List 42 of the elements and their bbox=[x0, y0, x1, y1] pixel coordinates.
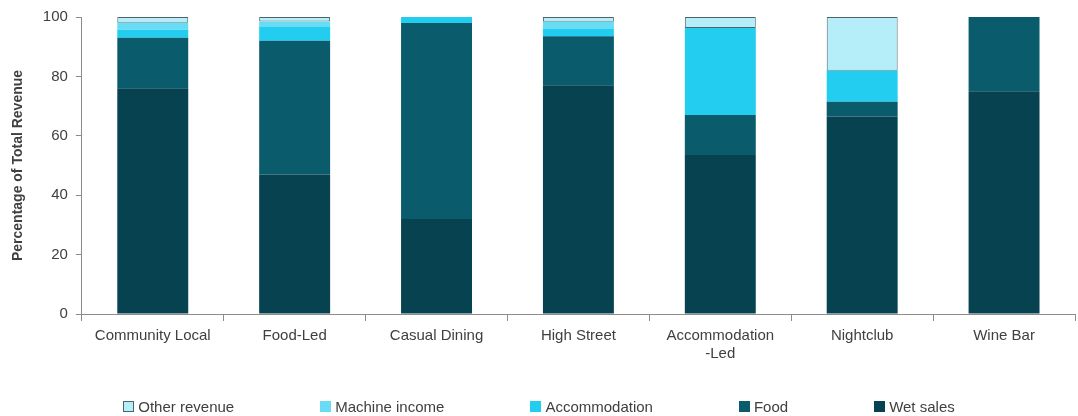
bar bbox=[826, 116, 898, 314]
y-tick-label: 20 bbox=[51, 244, 68, 262]
x-tick-label: Community Local bbox=[94, 326, 211, 344]
y-tick-label: 60 bbox=[51, 125, 68, 143]
y-axis-title: Percentage of Total Revenue bbox=[9, 69, 26, 262]
bar bbox=[259, 21, 331, 28]
legend-label: Other revenue bbox=[138, 398, 235, 415]
bar bbox=[401, 22, 472, 219]
bar bbox=[542, 28, 614, 37]
bar bbox=[542, 85, 614, 314]
bar bbox=[117, 88, 189, 314]
bar bbox=[542, 36, 614, 86]
bar bbox=[259, 27, 331, 41]
bar bbox=[259, 174, 331, 314]
bar bbox=[117, 37, 189, 89]
bar bbox=[684, 155, 756, 314]
legend-label: Wet sales bbox=[889, 398, 955, 415]
bar bbox=[117, 29, 189, 38]
bar bbox=[684, 27, 756, 116]
legend-label: Machine income bbox=[335, 398, 445, 415]
x-tick-label: Food-Led bbox=[262, 326, 327, 344]
bar bbox=[542, 21, 614, 29]
x-tick-label: High Street bbox=[540, 326, 617, 344]
x-tick-label: Accommodation-Led bbox=[666, 326, 775, 362]
x-tick-label: Casual Dining bbox=[389, 326, 484, 344]
y-tick-label: 100 bbox=[42, 7, 68, 25]
bar bbox=[826, 70, 898, 102]
bar bbox=[401, 218, 472, 314]
bar bbox=[968, 17, 1040, 92]
bar bbox=[401, 17, 472, 23]
legend-label: Food bbox=[753, 398, 789, 415]
x-tick-label: Nightclub bbox=[830, 326, 894, 344]
legend-label: Accommodation bbox=[545, 398, 653, 415]
x-tick-label: Wine Bar bbox=[973, 326, 1035, 344]
bar bbox=[259, 40, 331, 175]
bar bbox=[968, 91, 1040, 314]
y-tick-label: 80 bbox=[51, 66, 68, 84]
bar bbox=[117, 22, 189, 30]
y-tick-label: 0 bbox=[59, 304, 68, 322]
y-tick-label: 40 bbox=[51, 185, 68, 203]
bar bbox=[684, 115, 756, 156]
bar bbox=[826, 101, 898, 117]
